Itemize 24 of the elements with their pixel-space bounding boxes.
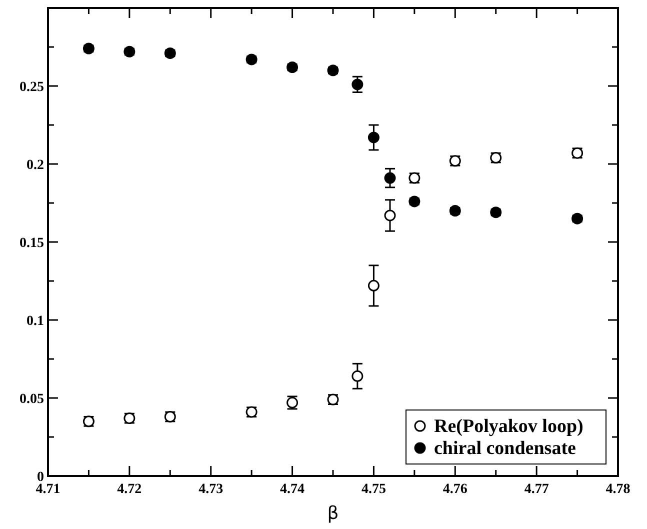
point bbox=[384, 210, 396, 222]
y-tick-label: 0.15 bbox=[20, 236, 44, 251]
y-tick-label: 0.25 bbox=[20, 80, 44, 95]
x-tick-label: 4.71 bbox=[36, 482, 60, 497]
x-axis-title: β bbox=[327, 503, 339, 524]
x-tick-label: 4.75 bbox=[361, 482, 386, 497]
point bbox=[368, 132, 380, 144]
point bbox=[368, 280, 380, 292]
x-tick-label: 4.72 bbox=[117, 482, 142, 497]
point bbox=[352, 370, 364, 382]
y-tick-label: 0.05 bbox=[20, 392, 44, 407]
y-tick-label: 0.1 bbox=[26, 314, 44, 329]
y-tick-label: 0.2 bbox=[26, 158, 44, 173]
x-tick-label: 4.73 bbox=[198, 482, 224, 497]
x-tick-label: 4.78 bbox=[606, 482, 630, 497]
x-tick-label: 4.74 bbox=[280, 482, 305, 497]
legend-label: chiral condensate bbox=[434, 438, 576, 459]
point bbox=[352, 78, 364, 90]
x-tick-label: 4.77 bbox=[524, 482, 549, 497]
legend-label: Re(Polyakov loop) bbox=[434, 416, 584, 437]
x-tick-label: 4.76 bbox=[442, 482, 468, 497]
point bbox=[384, 172, 396, 184]
y-tick-label: 0 bbox=[37, 470, 44, 485]
point bbox=[327, 64, 339, 76]
